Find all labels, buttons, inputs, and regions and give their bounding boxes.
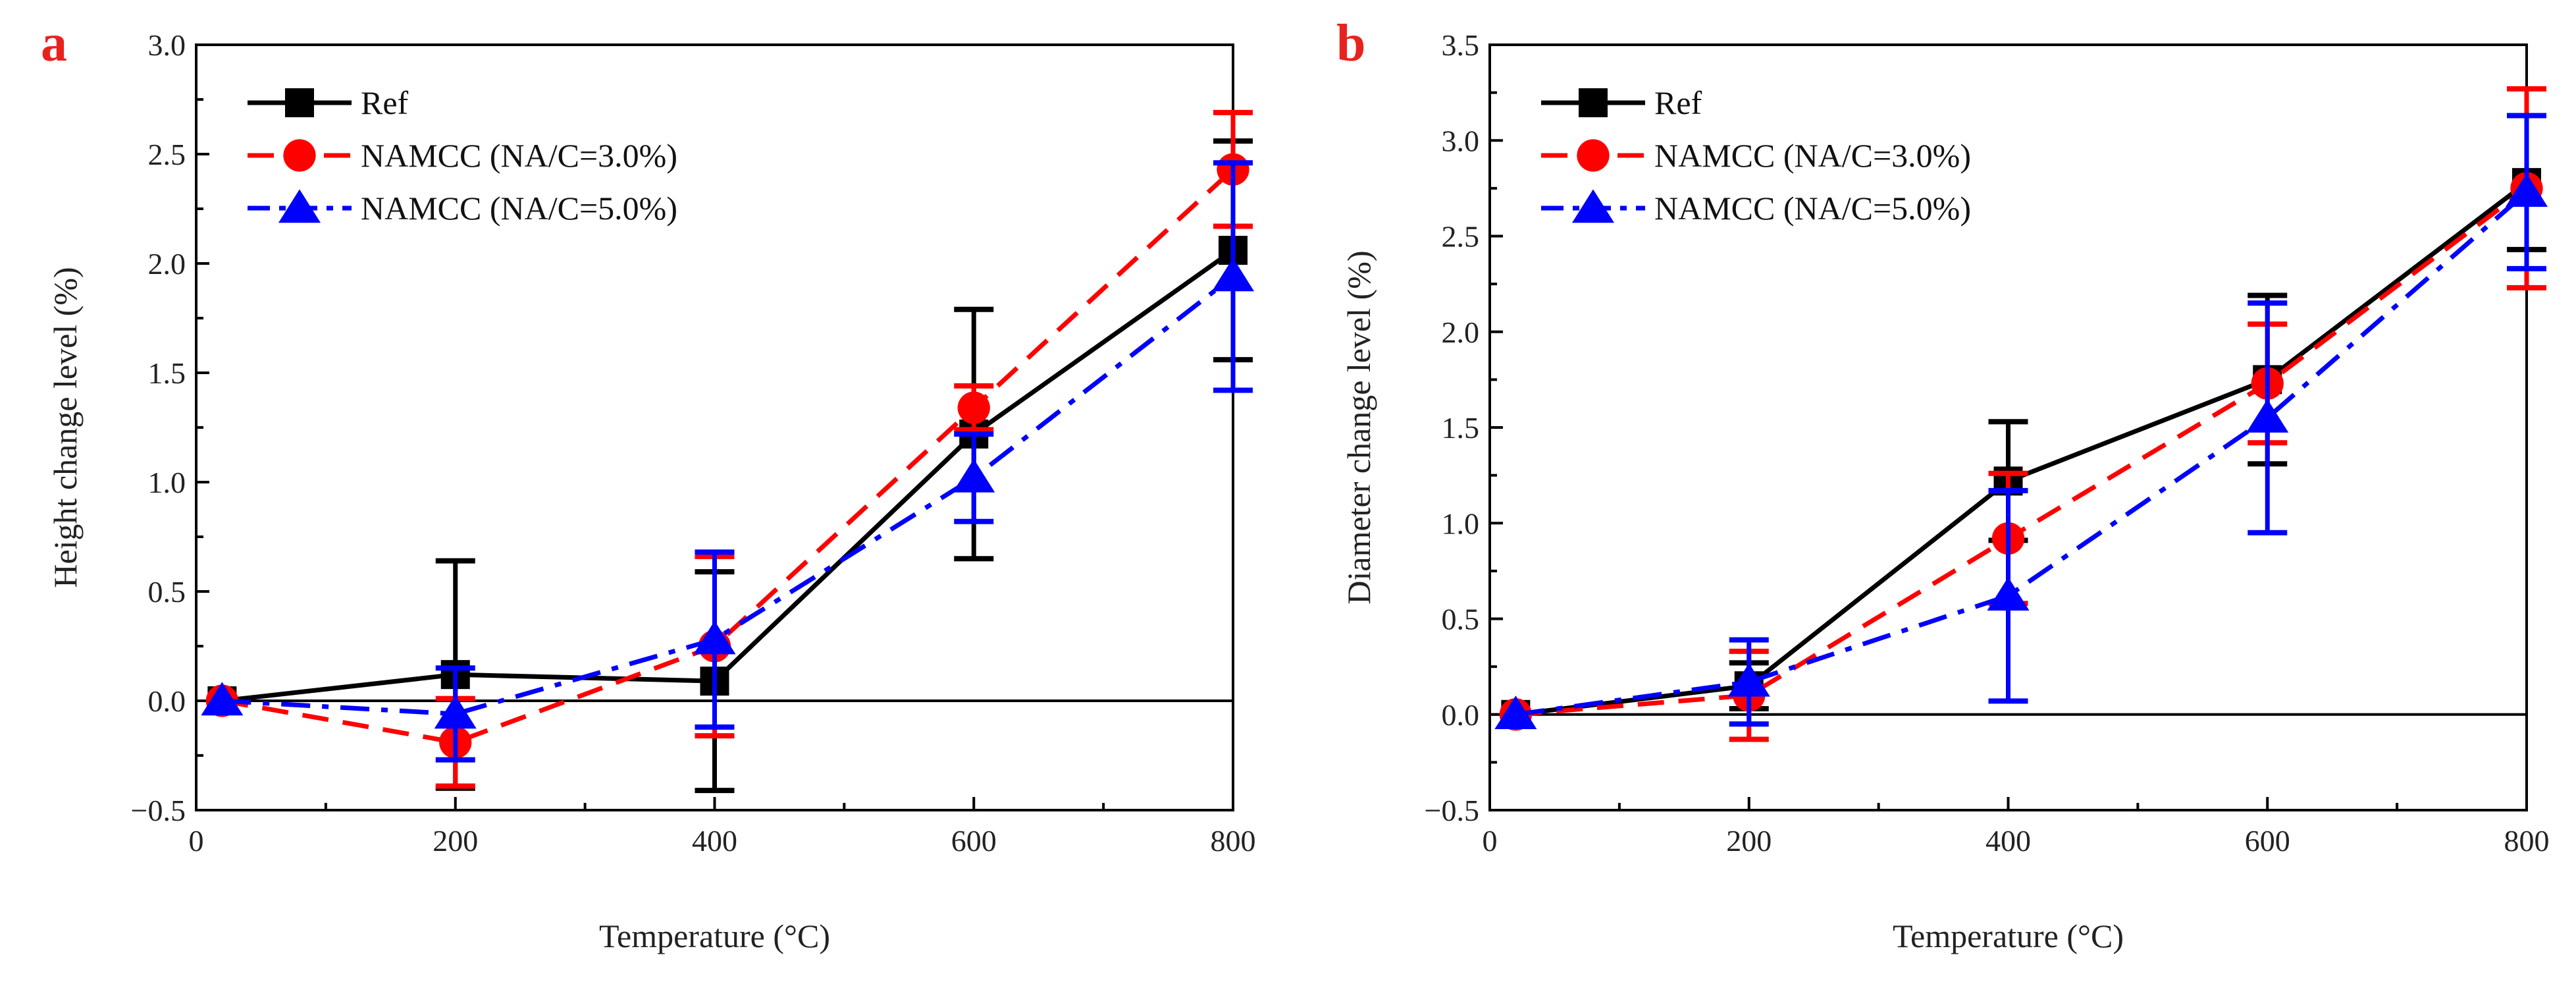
y-tick-label: 2.0 xyxy=(148,247,186,281)
y-tick-label: 2.0 xyxy=(1442,315,1480,349)
x-tick-label: 800 xyxy=(2504,824,2550,858)
x-tick-label: 0 xyxy=(1483,824,1498,858)
legend: Ref NAMCC (NA/C=3.0%) NAMCC (NA/C=5.0%) xyxy=(248,84,677,227)
series-na5 xyxy=(1494,113,2548,730)
legend-label-na5: NAMCC (NA/C=5.0%) xyxy=(1654,190,1971,227)
y-tick-label: −0.5 xyxy=(131,794,186,827)
series-line-na3 xyxy=(1515,186,2529,717)
panel-a: a −0.5 0.0 0.5 1.0 1.5 2.0 2.5 3.0 0 200 400 600 800 T… xyxy=(41,14,1256,954)
data-point xyxy=(434,695,477,729)
series-line-na5 xyxy=(1515,190,2529,717)
legend-marker-na5 xyxy=(278,189,321,223)
data-point xyxy=(953,458,995,493)
x-tick-label: 800 xyxy=(1211,824,1256,858)
legend-marker-ref xyxy=(285,88,314,117)
data-point xyxy=(2246,398,2289,433)
x-tick-label: 400 xyxy=(692,824,737,858)
data-point xyxy=(1727,663,1770,697)
x-tick-label: 400 xyxy=(1985,824,2031,858)
x-axis-title: Temperature (°C) xyxy=(599,918,830,954)
x-tick-label: 0 xyxy=(189,824,204,858)
series-line-ref xyxy=(1515,180,2529,717)
x-tick-label: 200 xyxy=(433,824,478,858)
series-na3 xyxy=(1499,86,2546,742)
data-point xyxy=(957,391,990,424)
legend-marker-na3 xyxy=(283,139,316,172)
y-tick-label: 3.0 xyxy=(148,28,186,62)
y-tick-label: 3.5 xyxy=(1442,28,1480,62)
legend-label-na5: NAMCC (NA/C=5.0%) xyxy=(361,190,677,227)
data-point xyxy=(201,682,244,716)
legend: Ref NAMCC (NA/C=3.0%) NAMCC (NA/C=5.0%) xyxy=(1541,84,1971,227)
y-tick-label: 0.0 xyxy=(1442,698,1480,732)
series-na5 xyxy=(201,160,1255,763)
y-tick-label: 0.5 xyxy=(1442,603,1480,636)
x-tick-label: 600 xyxy=(951,824,997,858)
panel-letter: b xyxy=(1336,14,1366,72)
legend-label-na3: NAMCC (NA/C=3.0%) xyxy=(1654,137,1971,174)
data-point xyxy=(1987,577,2030,611)
y-tick-label: −0.5 xyxy=(1425,794,1479,827)
x-tick-label: 600 xyxy=(2245,824,2290,858)
y-tick-label: 1.0 xyxy=(148,466,186,499)
legend-label-na3: NAMCC (NA/C=3.0%) xyxy=(361,137,677,174)
x-axis-title: Temperature (°C) xyxy=(1893,918,2124,954)
x-tick-label: 200 xyxy=(1726,824,1772,858)
y-tick-label: 1.0 xyxy=(1442,507,1480,540)
data-point xyxy=(1494,696,1537,730)
y-tick-label: 3.0 xyxy=(1442,124,1480,157)
data-point xyxy=(1211,258,1255,292)
panel-letter: a xyxy=(41,14,67,72)
y-tick-label: 2.5 xyxy=(148,138,186,171)
y-tick-label: 0.5 xyxy=(148,575,186,609)
y-tick-label: 2.5 xyxy=(1442,220,1480,254)
legend-marker-na3 xyxy=(1577,139,1610,172)
series-line-na3 xyxy=(221,167,1235,745)
panel-b: b −0.5 0.0 0.5 1.0 1.5 2.0 2.5 3.0 3.5 0 200 400 600 8… xyxy=(1336,14,2550,954)
legend-label-ref: Ref xyxy=(1654,84,1702,121)
y-tick-label: 1.5 xyxy=(148,356,186,390)
y-tick-label: 0.0 xyxy=(148,684,186,718)
y-axis-title: Height change level (%) xyxy=(47,267,84,588)
y-tick-label: 1.5 xyxy=(1442,411,1480,445)
legend-marker-na5 xyxy=(1571,189,1615,223)
legend-label-ref: Ref xyxy=(361,84,409,121)
data-point xyxy=(2505,173,2548,207)
y-axis-title: Diameter change level (%) xyxy=(1340,250,1377,604)
data-point xyxy=(693,620,736,655)
series-ref xyxy=(207,138,1253,794)
legend-marker-ref xyxy=(1579,88,1608,117)
